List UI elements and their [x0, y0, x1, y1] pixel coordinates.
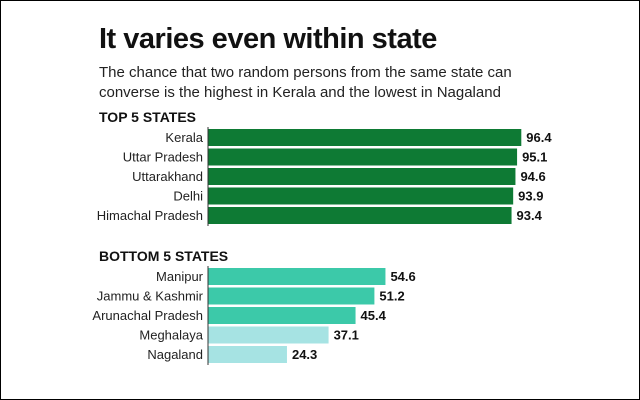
category-label: Arunachal Pradesh [92, 308, 203, 323]
category-label: Manipur [156, 269, 204, 284]
bar-top-4 [208, 187, 514, 205]
data-label: 96.4 [526, 130, 552, 145]
data-label: 45.4 [361, 308, 387, 323]
bar-bottom-5 [208, 346, 287, 363]
data-label: 51.2 [379, 289, 404, 304]
chart-title: It varies even within state [99, 23, 437, 55]
category-label: Uttarakhand [132, 169, 203, 184]
bar-top-5 [208, 207, 512, 224]
bar-bottom-2 [208, 287, 375, 305]
data-label: 94.6 [520, 169, 545, 184]
section-title-top: TOP 5 STATES [99, 109, 196, 125]
bar-bottom-3 [208, 307, 356, 324]
data-label: 37.1 [334, 328, 359, 343]
bar-bottom-1 [208, 268, 386, 285]
data-label: 95.1 [522, 150, 547, 165]
category-label: Jammu & Kashmir [97, 289, 204, 304]
data-label: 93.4 [517, 208, 543, 223]
data-label: 54.6 [390, 269, 415, 284]
category-label: Nagaland [147, 347, 203, 362]
section-title-bottom: BOTTOM 5 STATES [99, 248, 229, 264]
category-label: Uttar Pradesh [123, 150, 203, 165]
data-label: 93.9 [518, 189, 543, 204]
data-label: 24.3 [292, 347, 317, 362]
category-label: Meghalaya [139, 328, 203, 343]
bar-top-1 [208, 129, 522, 146]
bar-bottom-4 [208, 326, 329, 344]
category-label: Kerala [165, 130, 203, 145]
bar-top-3 [208, 168, 516, 185]
category-label: Delhi [173, 189, 203, 204]
bar-top-2 [208, 148, 518, 166]
category-label: Himachal Pradesh [97, 208, 203, 223]
chart-subtitle: The chance that two random persons from … [99, 64, 512, 101]
